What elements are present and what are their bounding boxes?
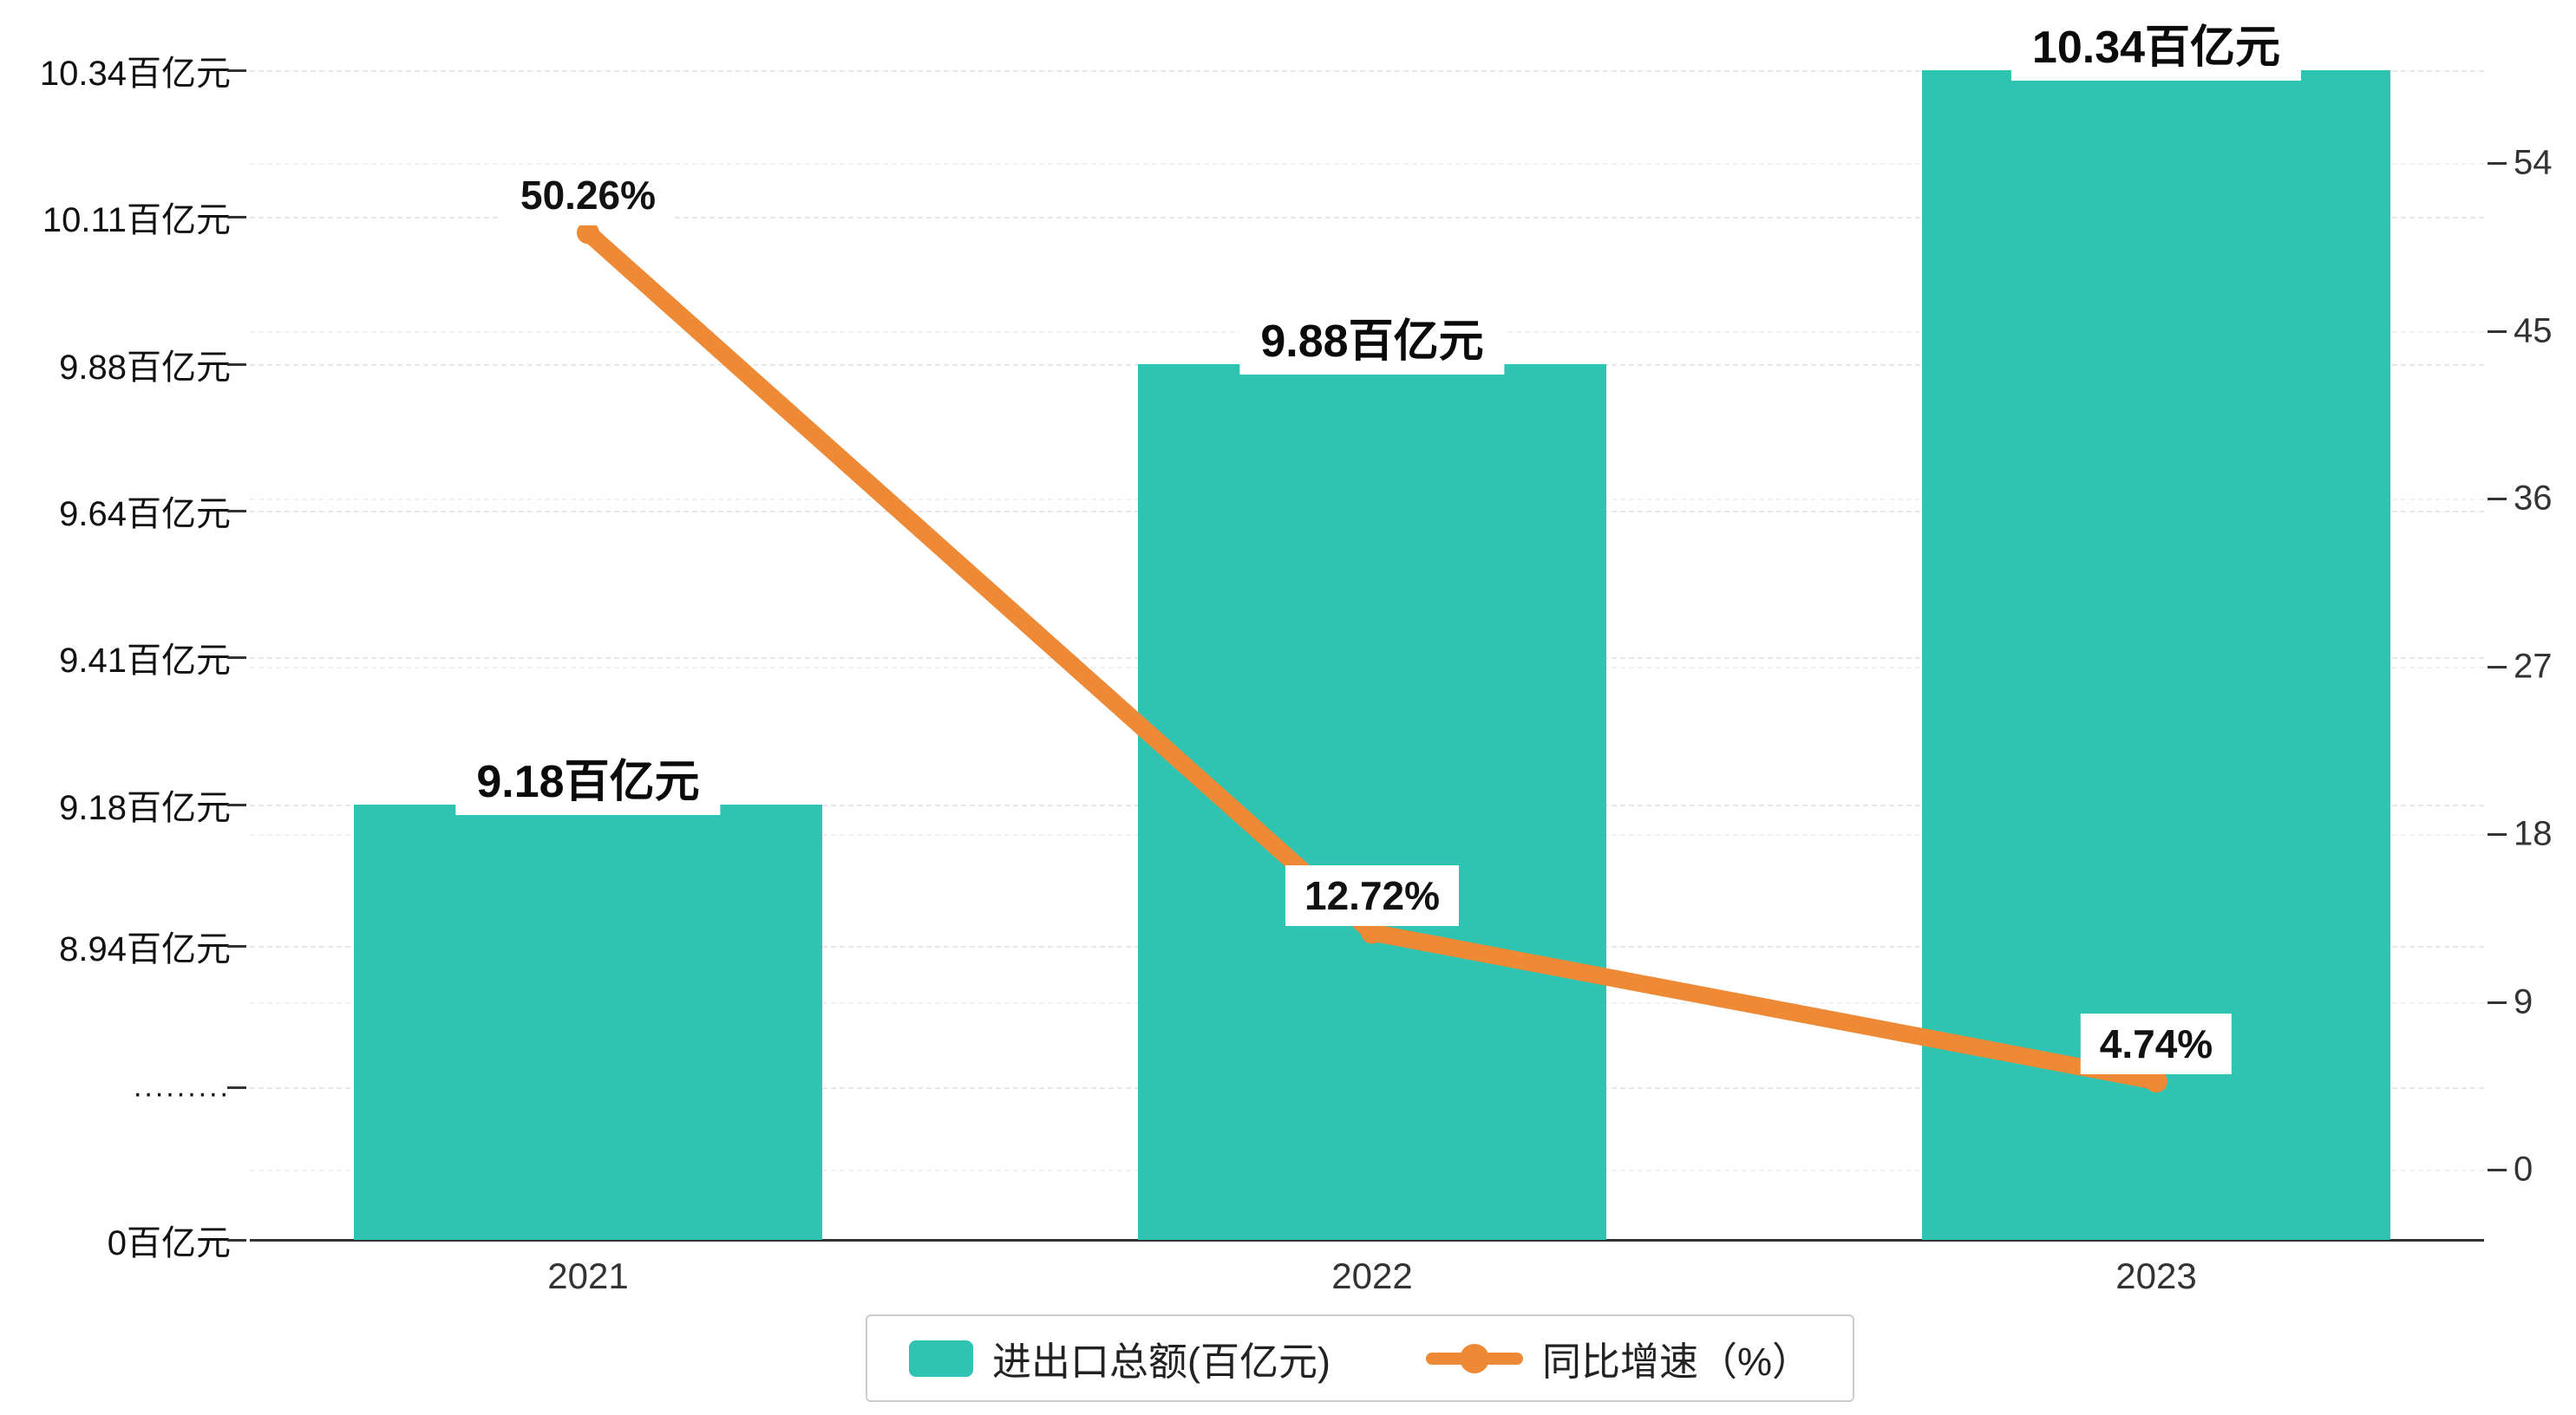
x-axis-label-2022: 2022 — [1331, 1255, 1413, 1296]
legend-item-line-series[interactable]: 同比增速（%） — [1425, 1330, 1811, 1386]
right-axis-tick-mark — [2488, 329, 2507, 333]
right-axis-tick-label: 9 — [2514, 982, 2534, 1020]
bar-value-label-2023: 10.34百亿元 — [2010, 5, 2302, 81]
right-axis-tick-mark — [2488, 1001, 2507, 1004]
right-axis-tick-label: 45 — [2514, 311, 2553, 349]
left-axis-tick-mark — [227, 656, 246, 659]
left-axis-tick-mark — [227, 69, 246, 72]
line-point-2021 — [577, 221, 599, 245]
legend-bar-swatch-icon — [909, 1340, 973, 1377]
line-value-label-2022: 12.72% — [1285, 864, 1460, 926]
left-axis-tick-label: 10.34百亿元 — [39, 55, 231, 93]
bar-value-label-2021: 9.18百亿元 — [455, 740, 721, 815]
right-axis-tick-label: 0 — [2514, 1150, 2534, 1189]
left-axis-tick-mark — [227, 1086, 246, 1089]
right-axis-tick-label: 27 — [2514, 647, 2553, 685]
x-axis-line — [250, 1239, 2484, 1242]
x-axis-label-2021: 2021 — [547, 1255, 629, 1296]
right-axis-tick-mark — [2488, 665, 2507, 668]
left-axis-tick-mark — [227, 804, 246, 806]
left-axis-tick-label: 10.11百亿元 — [42, 201, 231, 239]
right-axis-tick-mark — [2488, 162, 2507, 165]
left-axis-tick-mark — [227, 216, 246, 218]
line-value-label-2021: 50.26% — [500, 165, 676, 226]
left-axis-tick-mark — [227, 1239, 246, 1242]
left-axis-tick-label: 0百亿元 — [107, 1224, 231, 1262]
right-axis-tick-label: 18 — [2514, 814, 2553, 853]
right-axis-tick-mark — [2488, 1169, 2507, 1171]
grid-line — [250, 217, 2484, 218]
left-axis-tick-label: 8.94百亿元 — [59, 930, 231, 968]
grid-line — [250, 70, 2484, 72]
grid-line — [250, 163, 2484, 165]
legend-line-dot-icon — [1459, 1343, 1489, 1373]
left-axis-tick-mark — [227, 945, 246, 948]
right-axis-tick-mark — [2488, 833, 2507, 836]
right-axis-tick-mark — [2488, 498, 2507, 500]
left-axis-tick-mark — [227, 363, 246, 366]
left-axis-break-label: ......... — [133, 1070, 231, 1104]
left-axis-tick-label: 9.18百亿元 — [59, 789, 231, 827]
legend: 进出口总额(百亿元) 同比增速（%） — [866, 1314, 1854, 1402]
legend-line-swatch-icon — [1425, 1343, 1523, 1373]
legend-label-line-series: 同比增速（%） — [1541, 1340, 1811, 1384]
right-axis-tick-label: 36 — [2514, 479, 2553, 518]
line-value-label-2023: 4.74% — [2080, 1014, 2233, 1075]
left-axis-tick-label: 9.64百亿元 — [59, 495, 231, 533]
left-axis-tick-label: 9.88百亿元 — [59, 349, 231, 387]
line-point-2023 — [2145, 1070, 2167, 1093]
legend-label-bar-series: 进出口总额(百亿元) — [992, 1340, 1330, 1384]
bar-2021 — [354, 805, 822, 1240]
bar-value-label-2022: 9.88百亿元 — [1239, 299, 1505, 375]
line-point-2022 — [1361, 921, 1383, 944]
x-axis-label-2023: 2023 — [2115, 1255, 2197, 1296]
left-axis-tick-label: 9.41百亿元 — [59, 642, 231, 680]
legend-item-bar-series[interactable]: 进出口总额(百亿元) — [909, 1330, 1330, 1386]
right-axis-tick-label: 54 — [2514, 143, 2553, 182]
left-axis-tick-mark — [227, 510, 246, 512]
